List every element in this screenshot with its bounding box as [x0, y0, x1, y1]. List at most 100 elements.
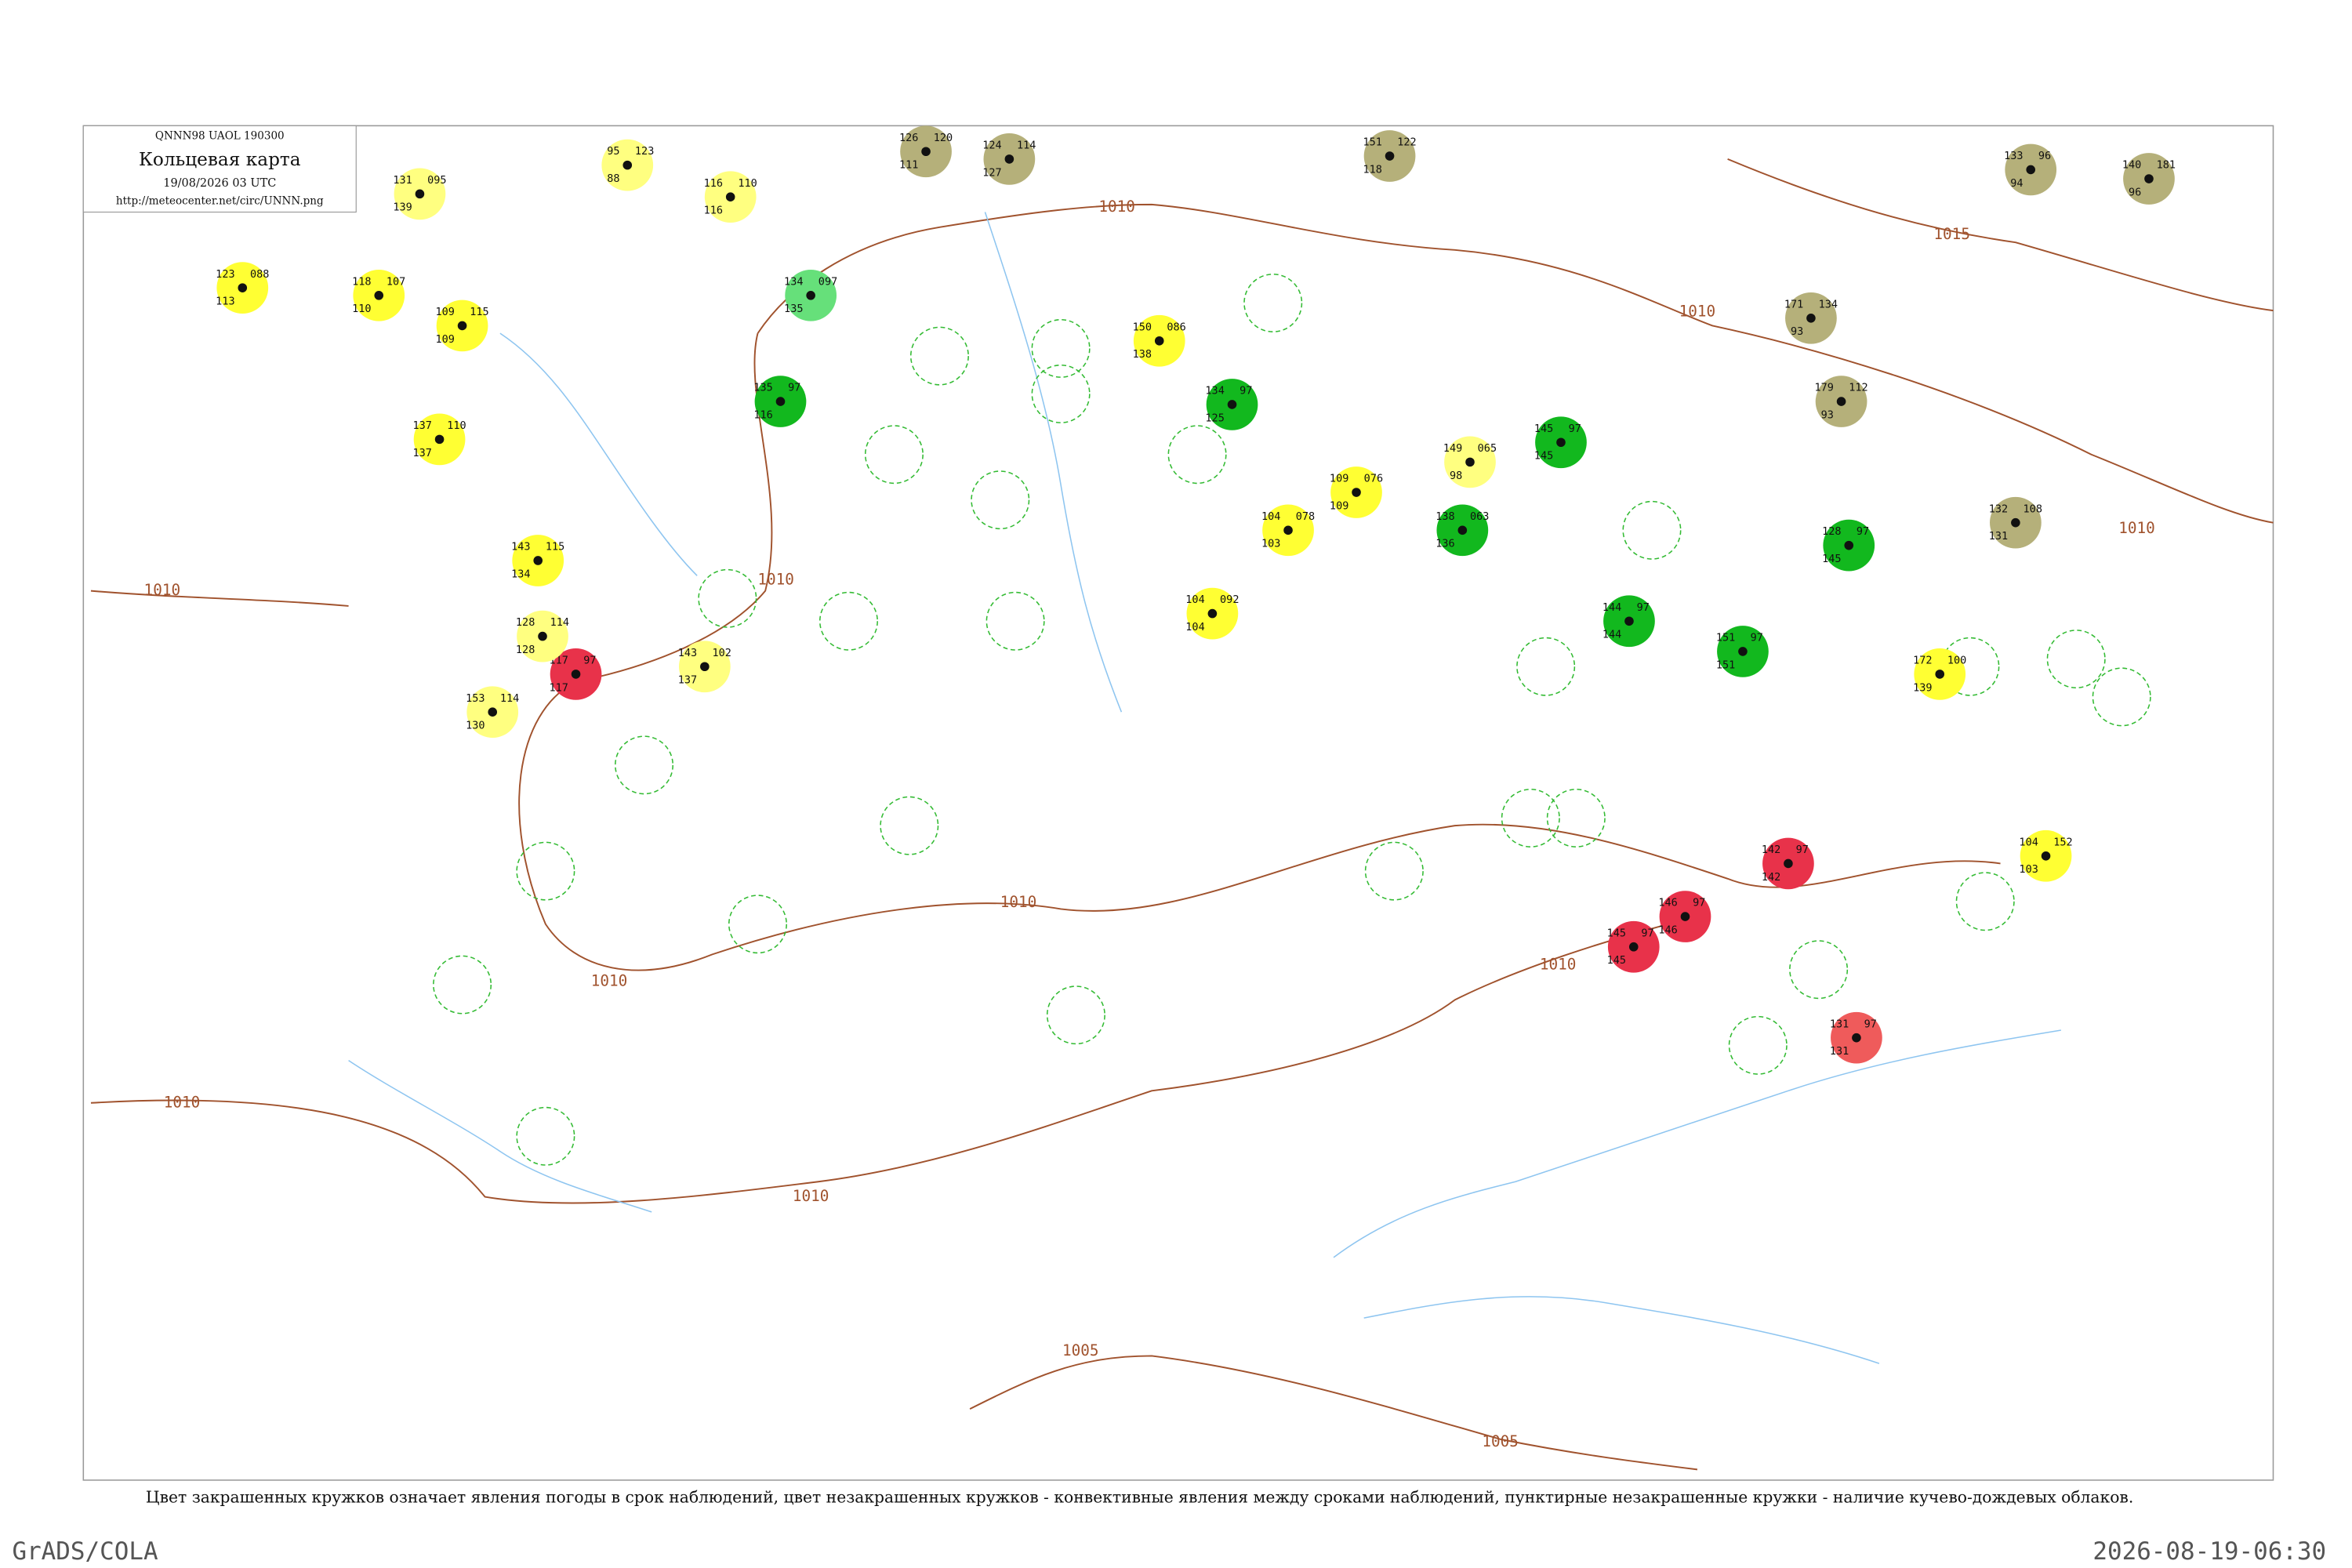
cb-circle [1955, 872, 2015, 931]
station-value: 110 [352, 303, 371, 315]
station-value: 93 [1821, 408, 1834, 421]
station-value: 172 [1913, 655, 1932, 667]
cb-circle [698, 568, 757, 628]
cb-circle [1728, 1015, 1788, 1075]
station-value: 088 [250, 268, 269, 281]
station-dot [622, 160, 633, 170]
station-value: 130 [466, 720, 485, 732]
station-dot [415, 189, 425, 199]
station-value: 065 [1478, 442, 1497, 455]
station-value: 151 [1363, 136, 1381, 149]
station-value: 115 [546, 541, 564, 554]
station-value: 95 [607, 145, 619, 158]
station-value: 095 [427, 174, 446, 187]
station-value: 171 [1784, 298, 1803, 310]
station-value: 142 [1762, 871, 1780, 884]
station-value: 127 [982, 166, 1001, 179]
station-value: 139 [1913, 681, 1932, 694]
station-value: 93 [1791, 325, 1803, 338]
station-value: 97 [1796, 844, 1809, 856]
station-value: 135 [784, 303, 803, 315]
station-dot [538, 631, 547, 641]
station-value: 97 [1864, 1018, 1877, 1030]
station-value: 117 [549, 681, 568, 694]
station-value: 103 [2019, 863, 2038, 876]
station-dot [1385, 151, 1395, 161]
station-value: 97 [1569, 423, 1581, 435]
station-dot [533, 556, 543, 565]
cb-circle [1031, 318, 1091, 378]
station-dot [2041, 851, 2051, 861]
station-dot [1624, 616, 1634, 626]
station-value: 115 [470, 306, 488, 318]
cb-circle [1046, 985, 1105, 1045]
isobar-label: 1015 [1933, 225, 1970, 243]
station-value: 104 [1261, 510, 1280, 523]
cb-circle [433, 955, 492, 1014]
station-value: 076 [1364, 473, 1383, 485]
station-value: 139 [393, 201, 412, 214]
station-dot [1227, 400, 1237, 409]
station-value: 104 [2019, 836, 2038, 848]
station-value: 134 [511, 568, 530, 580]
cb-circle [985, 591, 1045, 651]
station-value: 113 [216, 296, 234, 308]
station-value: 144 [1602, 601, 1621, 614]
station-value: 138 [1436, 510, 1454, 523]
station-value: 88 [607, 172, 619, 185]
station-value: 132 [1989, 503, 2008, 515]
isobar-label: 1010 [793, 1187, 829, 1205]
station-value: 126 [899, 132, 918, 144]
cb-circle [2046, 630, 2106, 689]
station-value: 125 [1205, 412, 1224, 424]
station-value: 103 [1261, 538, 1280, 550]
station-dot [1154, 336, 1164, 346]
station-value: 181 [2157, 159, 2176, 172]
cb-circle [1167, 425, 1227, 485]
station-value: 143 [678, 647, 697, 659]
caption: Цвет закрашенных кружков означает явлени… [146, 1488, 2133, 1507]
station-dot [2011, 517, 2020, 528]
station-value: 114 [500, 692, 519, 705]
station-value: 151 [1716, 632, 1735, 644]
station-value: 97 [1693, 897, 1705, 909]
station-value: 110 [738, 177, 757, 190]
station-value: 131 [1989, 530, 2008, 543]
rivers [348, 212, 2061, 1364]
cb-circle [1789, 940, 1849, 1000]
station-value: 97 [788, 382, 800, 394]
cb-circle [864, 425, 924, 485]
station-dot [2026, 165, 2036, 175]
station-value: 114 [1017, 140, 1036, 152]
isobar-label: 1010 [1679, 303, 1716, 321]
station-value: 145 [1607, 927, 1626, 939]
station-value: 145 [1607, 954, 1626, 967]
station-dot [238, 283, 248, 292]
station-value: 144 [1602, 629, 1621, 641]
station-value: 137 [412, 447, 431, 459]
station-dot [2144, 174, 2154, 183]
cb-circle [1546, 788, 1606, 848]
station-value: 116 [704, 205, 723, 217]
station-dot [1844, 540, 1854, 550]
station-value: 152 [2053, 836, 2072, 848]
station-value: 122 [1397, 136, 1416, 149]
station-dot [1852, 1033, 1861, 1043]
station-value: 128 [1822, 525, 1841, 538]
station-dot [1806, 314, 1816, 323]
cb-circle [516, 1106, 575, 1166]
station-value: 134 [1205, 385, 1224, 397]
station-value: 104 [1185, 593, 1204, 606]
station-value: 140 [2122, 159, 2141, 172]
cb-circle [728, 895, 787, 954]
station-value: 131 [1830, 1045, 1849, 1058]
station-value: 143 [511, 541, 530, 554]
station-dot [1352, 488, 1361, 497]
station-dot [1836, 397, 1846, 406]
station-value: 109 [1330, 473, 1348, 485]
isobar-label: 1010 [591, 972, 628, 990]
footer-left: GrADS/COLA [12, 1537, 158, 1566]
station-value: 063 [1470, 510, 1489, 523]
station-value: 136 [1436, 538, 1454, 550]
